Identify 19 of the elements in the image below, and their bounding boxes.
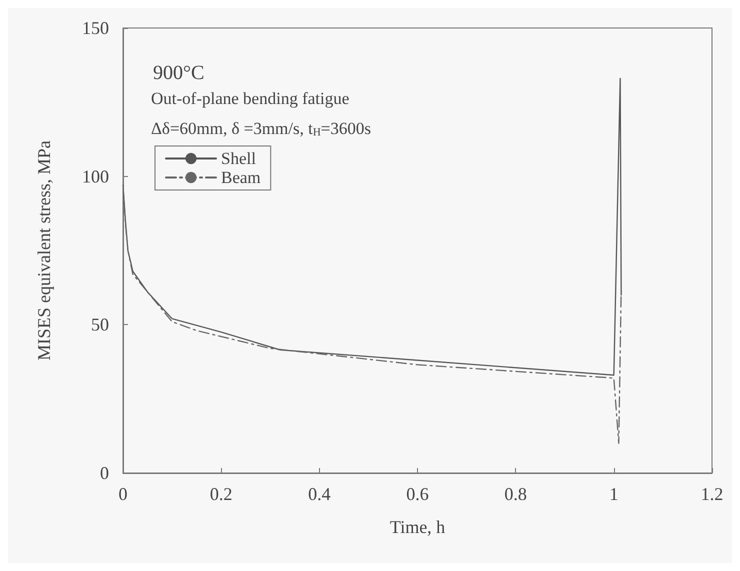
legend-label: Beam <box>221 168 261 187</box>
x-axis-title: Time, h <box>390 517 446 537</box>
line-series <box>122 184 622 444</box>
x-tick-label: 0.8 <box>504 484 527 504</box>
y-tick-label: 0 <box>100 463 109 483</box>
line-series <box>122 78 622 376</box>
legend-label: Shell <box>221 149 256 168</box>
y-tick-label: 150 <box>82 18 109 38</box>
text: 900°C <box>153 62 204 84</box>
y-tick-label: 50 <box>91 314 109 335</box>
x-tick-label: 1.2 <box>700 484 724 504</box>
y-axis-title: MISES equivalent stress, MPa <box>34 140 54 360</box>
annotation: Out-of-plane bending fatigue <box>151 89 350 108</box>
x-tick-label: 1 <box>609 484 618 504</box>
x-tick-label: 0.6 <box>406 484 429 504</box>
x-tick-label: 0.2 <box>210 484 232 504</box>
y-tick-label: 100 <box>82 166 109 186</box>
x-tick-label: 0 <box>118 484 128 504</box>
x-tick-label: 0.4 <box>308 484 331 504</box>
